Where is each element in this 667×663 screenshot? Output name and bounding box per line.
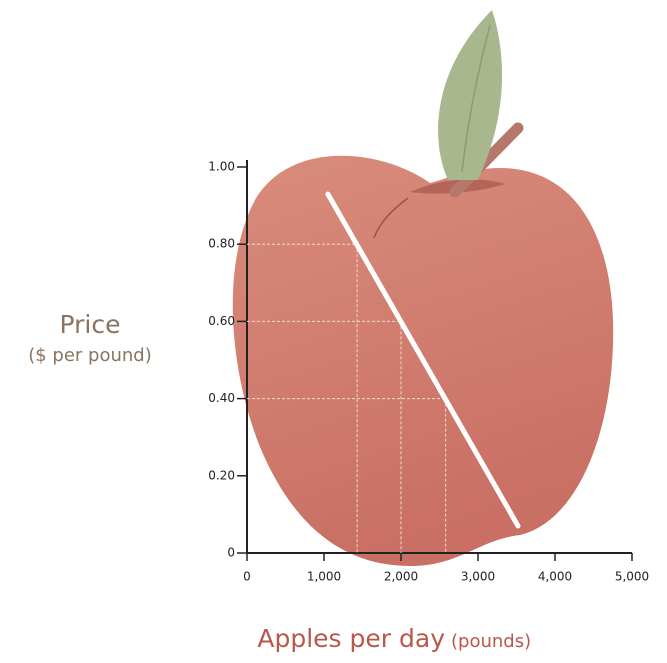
x-tick-label: 3,000 [461,570,495,584]
demand-line [325,191,521,529]
x-tick-label: 1,000 [307,570,341,584]
apple-illustration [232,10,614,567]
y-tick-label: 0.20 [208,468,235,482]
x-axis-unit: (pounds) [451,631,531,652]
y-tick-label: 0.60 [208,314,235,328]
x-axis-label: Apples per day [257,624,445,653]
x-tick-label: 5,000 [615,570,649,584]
y-tick-label: 1.00 [208,160,235,174]
y-axis-unit: ($ per pound) [28,345,152,366]
x-tick-label: 0 [243,570,251,584]
y-tick-label: 0.40 [208,391,235,405]
x-tick-label: 2,000 [384,570,418,584]
y-axis-label: Price [60,310,121,339]
x-tick-label: 4,000 [538,570,572,584]
y-tick-label: 0.80 [208,237,235,251]
y-tick-label: 0 [227,546,235,560]
